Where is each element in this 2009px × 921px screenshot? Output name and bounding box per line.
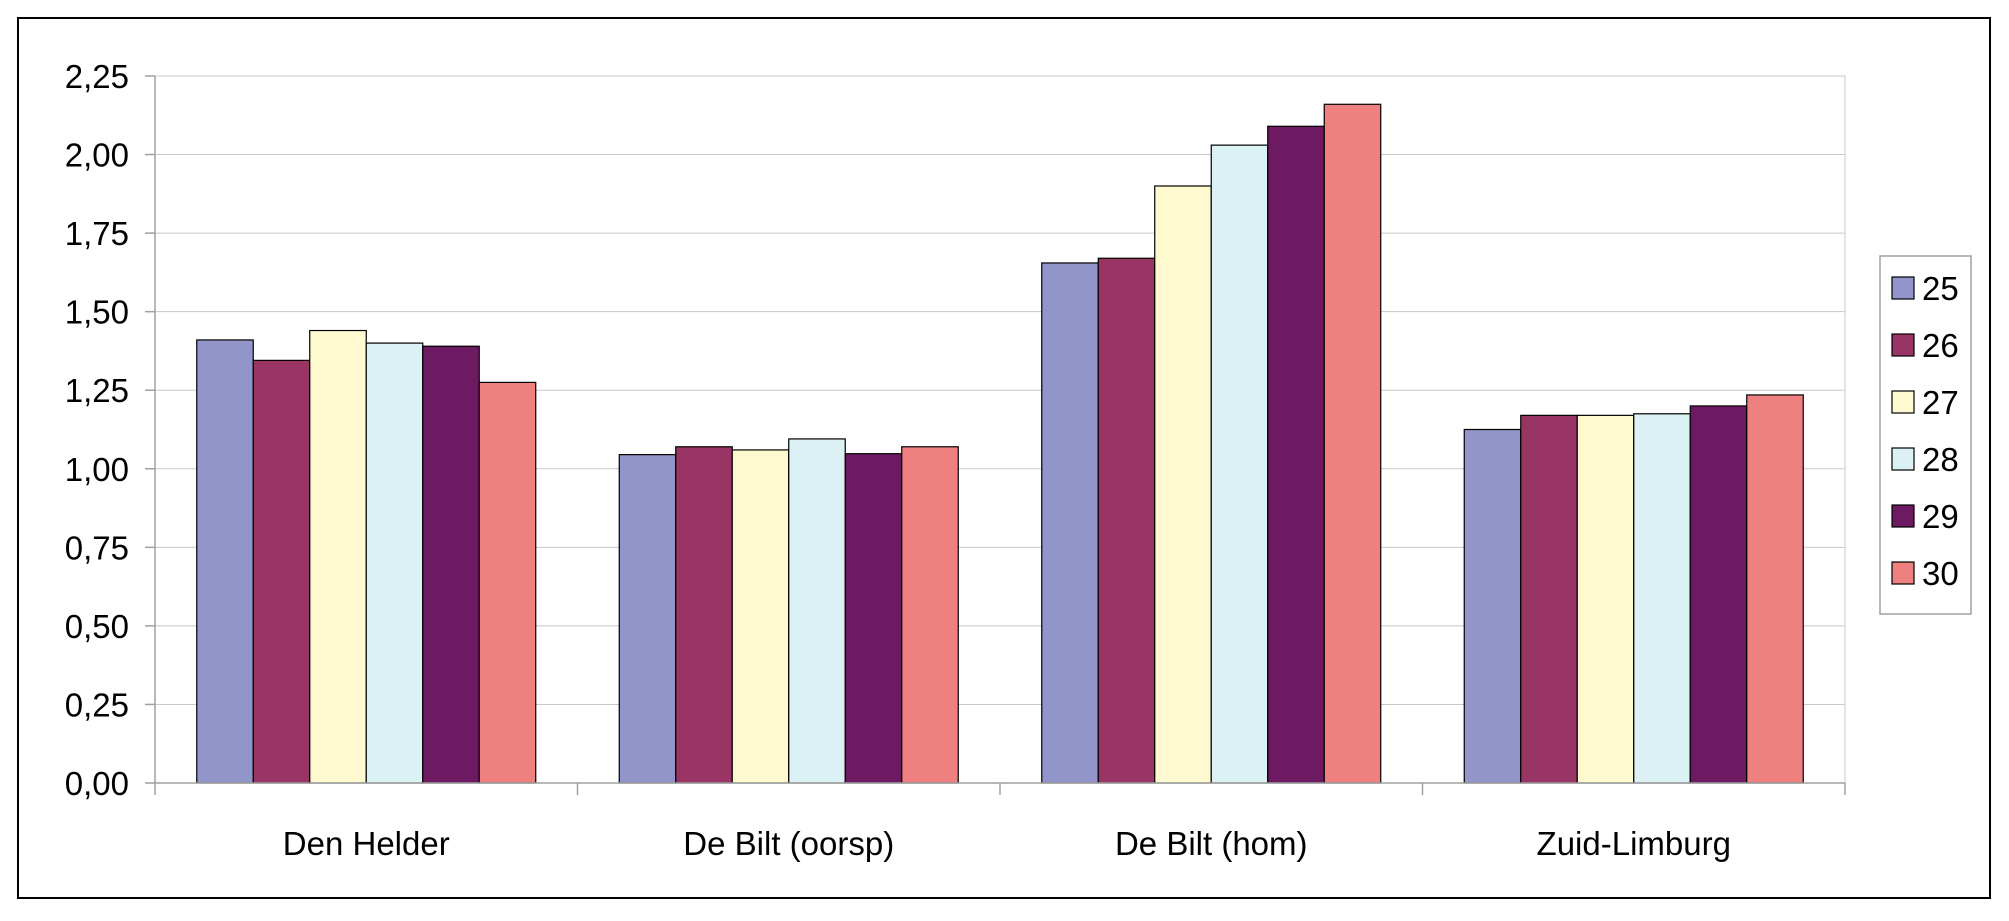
y-tick-label: 1,75: [65, 215, 129, 252]
y-tick-label: 1,00: [65, 451, 129, 488]
legend-swatch: [1891, 447, 1915, 471]
bar: [1323, 103, 1382, 784]
bar: [1154, 185, 1212, 784]
bar: [478, 381, 537, 784]
bar: [1576, 414, 1635, 784]
y-tick-label: 0,75: [65, 529, 129, 566]
x-category-label: De Bilt (hom): [1115, 825, 1308, 862]
bar: [365, 342, 424, 784]
bar: [1520, 414, 1578, 784]
legend-swatch: [1891, 390, 1915, 414]
bar: [1267, 125, 1325, 784]
bar: [196, 339, 254, 784]
bar: [1746, 394, 1804, 784]
y-tick-label: 2,00: [65, 137, 129, 174]
axes: [145, 75, 1846, 795]
bar: [1097, 257, 1156, 784]
y-tick-label: 0,00: [65, 765, 129, 802]
bars: [196, 103, 1804, 784]
bar: [422, 345, 480, 784]
legend-label: 27: [1922, 384, 1959, 421]
bar: [1210, 144, 1269, 784]
y-tick-label: 2,25: [65, 58, 129, 95]
y-axis-tick-labels: 0,00 0,25 0,50 0,75 1,00 1,25 1,50 1,75 2,00 2,25: [65, 58, 129, 802]
bar: [618, 454, 677, 784]
x-category-label: Zuid-Limburg: [1537, 825, 1731, 862]
y-tick-label: 0,50: [65, 608, 129, 645]
x-axis-category-labels: Den Helder De Bilt (oorsp) De Bilt (hom) Zu…: [283, 825, 1731, 862]
y-tick-label: 1,25: [65, 372, 129, 409]
y-tick-label: 0,25: [65, 686, 129, 723]
bar: [844, 453, 903, 784]
legend-label: 26: [1922, 327, 1959, 364]
legend-swatch: [1891, 333, 1915, 357]
legend-label: 29: [1922, 498, 1959, 535]
bar: [788, 438, 846, 784]
legend-label: 25: [1922, 270, 1959, 307]
bar: [252, 359, 311, 784]
legend-swatch: [1891, 504, 1915, 528]
bar: [1689, 405, 1748, 784]
legend-swatch: [1891, 561, 1915, 585]
bar: [1463, 428, 1522, 784]
legend-box: [1879, 255, 1972, 615]
bar: [1633, 413, 1691, 784]
bar: [901, 446, 959, 784]
legend: 25 26 27 28 29 30: [1879, 255, 1972, 615]
y-tick-label: 1,50: [65, 294, 129, 331]
legend-label: 28: [1922, 441, 1959, 478]
bar: [309, 329, 367, 784]
bar: [675, 446, 733, 784]
bar: [1041, 262, 1099, 784]
x-category-label: Den Helder: [283, 825, 450, 862]
legend-swatch: [1891, 276, 1915, 300]
legend-label: 30: [1922, 555, 1959, 592]
bar: [731, 449, 790, 784]
x-category-label: De Bilt (oorsp): [683, 825, 894, 862]
